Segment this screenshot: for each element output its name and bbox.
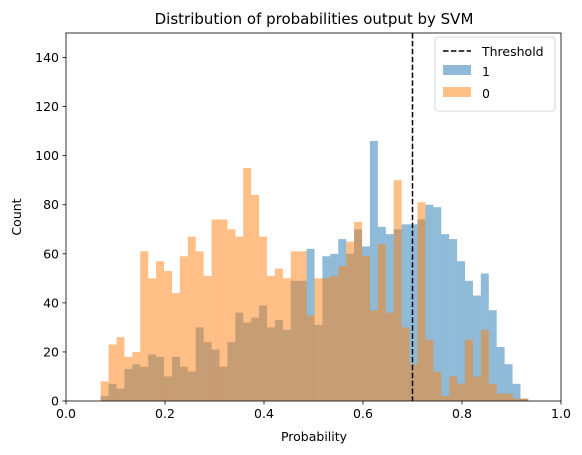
bar-series-0-bin-30 [338,266,347,401]
y-tick-label-3: 60 [43,246,59,261]
bar-series-0-bin-14 [211,219,220,401]
y-tick-label-5: 100 [35,148,59,163]
x-tick-label-3: 0.6 [353,406,373,421]
bar-series-1-bin-44 [449,239,458,401]
bar-series-0-bin-11 [187,236,196,401]
bar-series-1-bin-42 [433,207,442,401]
bar-series-1-bin-39 [409,224,418,401]
y-axis: 0 20 40 60 80 100 120 140 [35,50,66,409]
bar-series-0-bin-21 [266,275,275,401]
bar-series-0-bin-52 [512,398,521,401]
bar-series-0-bin-38 [401,327,410,401]
bar-series-0-bin-37 [393,180,402,401]
bar-series-0-bin-15 [219,219,228,401]
plot-frame [65,32,562,402]
bar-series-0-bin-27 [314,278,323,401]
bar-series-0-bin-35 [377,243,386,401]
bar-series-0-bin-26 [306,315,315,401]
y-tick-label-2: 40 [43,295,59,310]
x-axis-label: Probability [281,429,348,444]
legend-label-0: 0 [482,86,490,101]
bar-series-0-bin-0 [100,381,109,401]
bar-series-0-bin-53 [520,398,529,401]
bar-series-0-bin-36 [385,312,394,401]
bar-series-0-bin-43 [441,396,450,401]
bar-series-0-bin-17 [235,236,244,401]
bar-series-0-bin-44 [449,376,458,401]
y-tick-label-7: 140 [35,50,59,65]
bar-series-0-bin-48 [480,329,489,401]
bar-series-0-bin-51 [504,393,513,401]
legend-swatch-1 [443,65,471,75]
x-tick-label-2: 0.4 [254,406,274,421]
legend-swatch-0 [443,87,471,97]
x-axis: 0.0 0.2 0.4 0.6 0.8 1.0 [56,401,571,421]
bar-series-0-bin-22 [274,268,283,401]
bar-series-0-bin-31 [346,241,355,401]
legend-label-1: 1 [482,64,490,79]
bar-series-0-bin-8 [164,270,172,401]
bar-series-0-bin-45 [457,383,466,401]
bar-series-0-bin-46 [464,339,473,401]
bar-series-0-bin-18 [243,167,252,401]
bar-series-0-bin-39 [409,364,418,401]
bar-series-0-bin-33 [362,256,370,401]
bar-series-0-bin-25 [298,251,307,401]
bar-series-0-bin-13 [203,275,212,401]
bar-series-0-bin-47 [472,376,481,401]
bar-series-1-bin-49 [488,310,497,401]
bar-series-0-bin-10 [179,256,188,401]
x-tick-label-0: 0.0 [56,406,76,421]
bar-series-0-bin-7 [156,261,165,401]
bar-series-1-bin-38 [401,224,410,401]
bar-series-0-bin-50 [496,393,505,401]
bar-series-1-bin-51 [504,364,513,401]
bar-series-0-bin-2 [116,337,125,401]
y-tick-label-0: 0 [51,394,59,409]
x-tick-label-4: 0.8 [452,406,472,421]
bar-series-1-bin-34 [369,140,378,402]
bar-series-0-bin-20 [259,236,268,401]
bar-series-1-bin-41 [425,204,434,401]
bar-series-0-bin-49 [488,383,497,401]
bar-series-0-bin-24 [290,251,299,401]
bar-series-0-bin-16 [227,229,236,401]
bar-series-0-bin-1 [108,344,117,401]
bar-series-0-bin-41 [425,339,434,401]
bar-series-0-bin-3 [124,356,133,401]
bar-series-1-bin-47 [472,295,481,401]
bar-series-0-bin-5 [140,251,149,401]
bar-series-0-bin-40 [417,202,426,401]
bar-series-0-bin-6 [148,278,157,401]
y-tick-label-6: 120 [35,99,59,114]
legend-label-threshold: Threshold [481,44,544,59]
bar-series-0-bin-28 [322,278,331,401]
bar-series-1-bin-50 [496,347,505,401]
x-tick-label-1: 0.2 [155,406,175,421]
y-tick-label-4: 80 [43,197,59,212]
legend: Threshold 1 0 [434,36,556,112]
bar-series-0-bin-32 [354,221,363,401]
bar-series-1-bin-52 [512,383,521,401]
chart-title: Distribution of probabilities output by … [155,10,474,28]
bar-series-0-bin-19 [251,194,260,401]
bar-series-0-bin-34 [369,310,378,401]
bar-series-0-bin-23 [282,278,291,401]
bar-series-1-bin-45 [457,261,466,401]
bar-series-0-bin-29 [330,275,339,401]
bar-series-0-bin-9 [171,293,180,401]
bar-series-0-bin-4 [132,351,141,401]
y-tick-label-1: 20 [43,344,59,359]
x-tick-label-5: 1.0 [551,406,571,421]
y-axis-label: Count [9,198,24,235]
bar-series-1-bin-43 [441,234,450,401]
bar-series-0-bin-12 [195,251,204,401]
histogram-bars [100,140,529,402]
bar-series-0-bin-42 [433,371,442,401]
